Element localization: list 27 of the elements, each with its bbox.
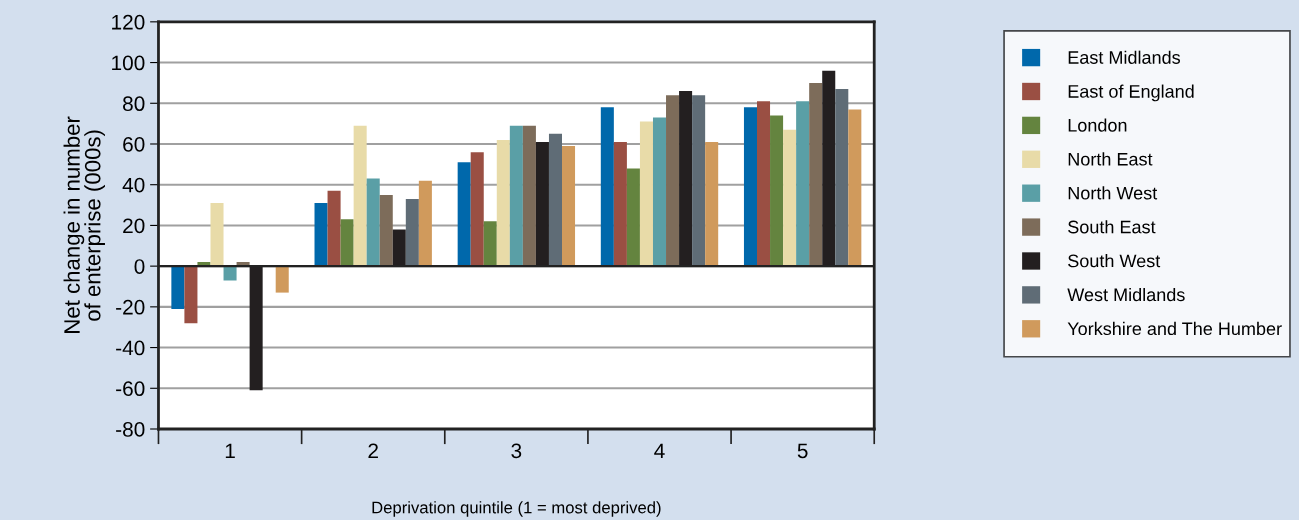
y-tick-label: 80 — [123, 96, 145, 112]
y-tick-label: 100 — [112, 55, 145, 71]
y-tick-label: -40 — [116, 340, 145, 356]
y-tick-label: -20 — [116, 299, 145, 315]
y-tick-label: 0 — [134, 259, 145, 274]
legend-label: North East — [1068, 152, 1153, 166]
y-tick-label: 20 — [123, 218, 145, 234]
y-tick-label: 40 — [122, 177, 145, 193]
legend-label: Yorkshire and The Humber — [1067, 321, 1282, 336]
legend-label: South West — [1068, 254, 1161, 268]
legend-label: South East — [1068, 220, 1156, 234]
x-axis-title: Deprivation quintile (1 = most deprived) — [372, 501, 661, 517]
x-tick-label: 5 — [797, 443, 808, 459]
legend-label: London — [1068, 118, 1127, 132]
x-tick-label: 2 — [368, 443, 378, 458]
x-tick-label: 1 — [225, 443, 235, 458]
legend-label: North West — [1068, 186, 1158, 200]
x-tick-label: 4 — [654, 443, 665, 458]
x-tick-label: 3 — [511, 443, 522, 459]
legend-label: East of England — [1068, 84, 1194, 102]
y-tick-label: -80 — [116, 422, 145, 437]
y-tick-label: -60 — [116, 381, 145, 397]
legend-label: East Midlands — [1068, 50, 1181, 64]
y-tick-label: 120 — [112, 14, 145, 30]
y-tick-label: 60 — [123, 136, 145, 152]
y-axis-title: Net change in number of enterprise (000s) — [63, 116, 105, 333]
legend-label: West Midlands — [1067, 287, 1185, 302]
